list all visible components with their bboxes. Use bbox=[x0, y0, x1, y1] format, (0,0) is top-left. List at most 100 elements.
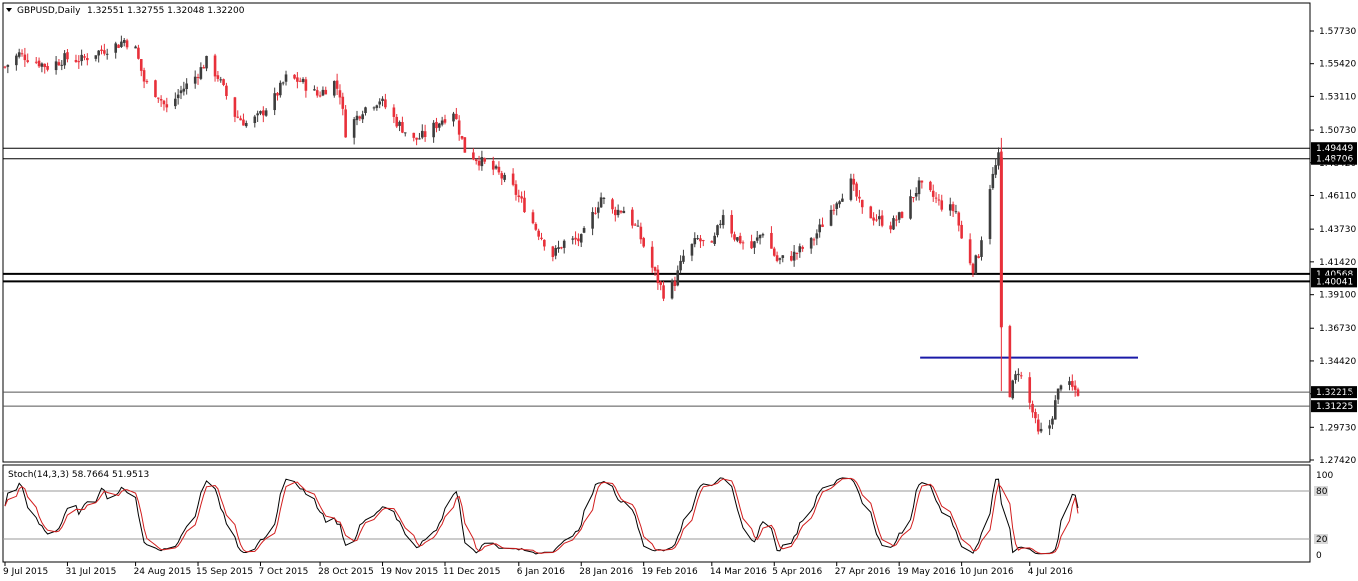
candle-body[interactable] bbox=[852, 178, 856, 185]
candle-body[interactable] bbox=[225, 85, 228, 96]
candle-body[interactable] bbox=[23, 54, 27, 61]
candle-body[interactable] bbox=[841, 198, 844, 202]
candle-body[interactable] bbox=[818, 224, 821, 233]
candle-body[interactable] bbox=[259, 111, 262, 114]
candle-body[interactable] bbox=[540, 237, 543, 239]
candle-body[interactable] bbox=[94, 55, 98, 59]
candle-body[interactable] bbox=[384, 99, 387, 108]
candle-body[interactable] bbox=[517, 195, 521, 198]
candle-body[interactable] bbox=[165, 104, 169, 108]
candle-body[interactable] bbox=[860, 199, 864, 208]
candle-body[interactable] bbox=[296, 77, 299, 82]
candle-body[interactable] bbox=[279, 82, 282, 96]
candle-body[interactable] bbox=[948, 204, 952, 211]
stoch-pane[interactable] bbox=[2, 464, 1311, 563]
candle-body[interactable] bbox=[872, 217, 875, 221]
candle-body[interactable] bbox=[381, 98, 384, 101]
candle-body[interactable] bbox=[176, 94, 180, 99]
candle-body[interactable] bbox=[403, 132, 407, 134]
candle-body[interactable] bbox=[699, 238, 702, 242]
candle-body[interactable] bbox=[960, 224, 963, 239]
candle-body[interactable] bbox=[614, 209, 617, 216]
candle-body[interactable] bbox=[460, 136, 464, 139]
candle-body[interactable] bbox=[968, 239, 972, 264]
candle-body[interactable] bbox=[34, 61, 38, 63]
candle-body[interactable] bbox=[812, 239, 816, 241]
candle-body[interactable] bbox=[951, 204, 955, 212]
candle-body[interactable] bbox=[1048, 425, 1051, 429]
candle-body[interactable] bbox=[792, 251, 796, 261]
candle-body[interactable] bbox=[1039, 428, 1043, 432]
candle-body[interactable] bbox=[364, 107, 367, 114]
candle-body[interactable] bbox=[849, 178, 853, 200]
candle-body[interactable] bbox=[216, 75, 220, 79]
candle-body[interactable] bbox=[315, 90, 319, 96]
candle-body[interactable] bbox=[551, 246, 555, 258]
candle-body[interactable] bbox=[662, 285, 665, 299]
candle-body[interactable] bbox=[480, 157, 484, 167]
candle-body[interactable] bbox=[137, 47, 140, 59]
candle-body[interactable] bbox=[642, 238, 645, 247]
candle-body[interactable] bbox=[954, 211, 958, 213]
candle-body[interactable] bbox=[730, 214, 733, 234]
candle-body[interactable] bbox=[877, 216, 881, 220]
candle-body[interactable] bbox=[412, 132, 416, 138]
candle-body[interactable] bbox=[574, 237, 577, 240]
candle-body[interactable] bbox=[142, 70, 146, 82]
candle-body[interactable] bbox=[256, 113, 259, 116]
candle-body[interactable] bbox=[273, 93, 276, 111]
candle-body[interactable] bbox=[114, 43, 118, 53]
candle-body[interactable] bbox=[937, 199, 941, 201]
candle-body[interactable] bbox=[753, 241, 756, 248]
candle-body[interactable] bbox=[156, 97, 160, 99]
candle-body[interactable] bbox=[858, 196, 861, 199]
candle-body[interactable] bbox=[821, 224, 824, 227]
candle-body[interactable] bbox=[40, 63, 44, 67]
candle-body[interactable] bbox=[758, 234, 762, 239]
candle-body[interactable] bbox=[855, 183, 858, 197]
candle-body[interactable] bbox=[83, 56, 86, 58]
candle-body[interactable] bbox=[395, 116, 399, 127]
candle-body[interactable] bbox=[676, 270, 680, 286]
candle-body[interactable] bbox=[435, 121, 438, 129]
candle-body[interactable] bbox=[781, 255, 785, 258]
candle-body[interactable] bbox=[134, 46, 137, 49]
candle-body[interactable] bbox=[17, 52, 21, 57]
collapse-triangle-icon[interactable] bbox=[6, 8, 12, 12]
candle-body[interactable] bbox=[895, 219, 898, 221]
candle-body[interactable] bbox=[244, 123, 248, 127]
candle-body[interactable] bbox=[897, 212, 901, 220]
candle-body[interactable] bbox=[120, 41, 123, 47]
candle-body[interactable] bbox=[602, 197, 606, 199]
candle-body[interactable] bbox=[531, 212, 535, 224]
candle-body[interactable] bbox=[619, 210, 623, 213]
candle-body[interactable] bbox=[242, 119, 245, 126]
candle-body[interactable] bbox=[318, 95, 322, 97]
candle-body[interactable] bbox=[1056, 388, 1060, 400]
candle-body[interactable] bbox=[892, 218, 895, 230]
candle-body[interactable] bbox=[341, 96, 345, 109]
candle-body[interactable] bbox=[631, 209, 634, 226]
candle-body[interactable] bbox=[100, 49, 103, 52]
candle-body[interactable] bbox=[457, 120, 461, 135]
candle-body[interactable] bbox=[755, 237, 759, 241]
candle-body[interactable] bbox=[86, 58, 89, 61]
candle-body[interactable] bbox=[239, 118, 242, 121]
candle-body[interactable] bbox=[452, 113, 455, 122]
candle-body[interactable] bbox=[313, 89, 316, 91]
candle-body[interactable] bbox=[193, 76, 197, 84]
candle-body[interactable] bbox=[997, 152, 1000, 166]
candle-body[interactable] bbox=[1059, 385, 1063, 390]
candle-body[interactable] bbox=[554, 248, 557, 256]
candle-body[interactable] bbox=[105, 53, 109, 55]
candle-body[interactable] bbox=[253, 116, 257, 124]
candle-body[interactable] bbox=[633, 224, 637, 226]
candle-body[interactable] bbox=[438, 123, 441, 128]
candle-body[interactable] bbox=[713, 235, 716, 244]
candle-body[interactable] bbox=[931, 190, 935, 197]
candle-body[interactable] bbox=[582, 228, 586, 233]
candle-body[interactable] bbox=[571, 238, 575, 240]
candle-body[interactable] bbox=[716, 225, 719, 236]
candle-body[interactable] bbox=[57, 62, 61, 66]
candle-body[interactable] bbox=[196, 77, 200, 79]
